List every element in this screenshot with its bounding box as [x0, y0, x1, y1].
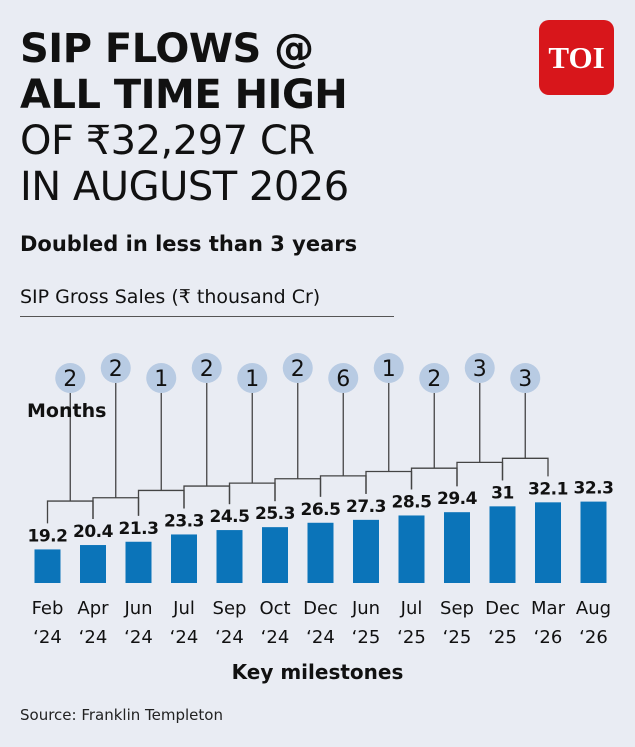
gap-bubble	[100, 353, 131, 383]
bar	[262, 527, 288, 583]
data-label: 32.1	[528, 479, 568, 499]
x-axis-label: Key milestones	[231, 660, 404, 684]
bar	[216, 530, 243, 583]
tick-label: Jul	[400, 598, 423, 619]
tick-label: Dec	[303, 598, 338, 619]
tick-label: Jun	[123, 598, 152, 619]
bar	[580, 501, 607, 583]
tick-label: Sep	[213, 598, 247, 619]
gap-bubble	[510, 363, 541, 393]
gap-bracket	[228, 482, 276, 505]
gap-bracket	[319, 475, 367, 497]
data-label: 19.2	[28, 526, 68, 546]
gap-bubble	[282, 353, 313, 383]
gap-bubble	[464, 353, 495, 383]
gap-bracket	[501, 457, 549, 481]
data-label: 25.3	[255, 504, 295, 524]
tick-label: ‘24	[33, 627, 62, 648]
tick-label: ‘24	[170, 627, 199, 648]
bar	[535, 502, 561, 583]
gap-bracket	[365, 470, 413, 494]
bar	[398, 515, 425, 583]
gap-months-label: 3	[518, 367, 532, 392]
gap-months-label: 2	[109, 357, 123, 382]
tick-label: ‘24	[124, 627, 153, 648]
gap-months-label: 3	[473, 357, 487, 382]
tick-label: Dec	[485, 598, 520, 619]
bar	[125, 541, 152, 583]
gap-months-label: 2	[291, 357, 305, 382]
gap-bracket	[92, 497, 140, 520]
tick-label: Aug	[576, 598, 611, 619]
gap-bubble	[237, 363, 268, 393]
gap-months-label: 1	[382, 357, 396, 382]
gap-months-label: 2	[200, 357, 214, 382]
headline-line-2: ALL TIME HIGH	[20, 72, 348, 118]
gap-bracket	[46, 500, 94, 524]
gap-bubble	[55, 363, 86, 393]
gap-months-label: 1	[245, 367, 259, 392]
tick-label: ‘25	[488, 627, 517, 648]
headline-line-4: IN AUGUST 2026	[20, 164, 349, 210]
gap-months-label: 6	[336, 367, 350, 392]
months-note: Months	[27, 400, 106, 422]
gap-months-label: 1	[154, 367, 168, 392]
gap-bracket	[183, 485, 231, 509]
tick-label: ‘26	[579, 627, 608, 648]
tick-label: ‘24	[261, 627, 290, 648]
bar	[444, 512, 470, 583]
headline-line-1: SIP FLOWS @	[20, 26, 314, 72]
bar	[353, 519, 379, 583]
gap-bubble	[373, 353, 404, 383]
tick-label: ‘25	[443, 627, 472, 648]
chart-title-rule	[20, 316, 394, 317]
tick-label: Mar	[531, 598, 566, 619]
gap-bubble	[419, 363, 450, 393]
tick-label: ‘25	[352, 627, 381, 648]
toi-logo: TOI	[539, 20, 614, 95]
gap-months-label: 2	[63, 367, 77, 392]
source-note: Source: Franklin Templeton	[20, 706, 223, 724]
data-label: 20.4	[73, 522, 114, 542]
bar	[171, 534, 197, 583]
headline: SIP FLOWS @ ALL TIME HIGH OF ₹32,297 CR …	[20, 26, 349, 210]
data-label: 27.3	[346, 497, 386, 517]
bar	[34, 549, 61, 583]
data-label: 23.3	[164, 511, 204, 531]
bar	[80, 545, 106, 583]
gap-bubble	[191, 353, 222, 383]
tick-label: ‘25	[397, 627, 426, 648]
data-label: 21.3	[119, 519, 159, 539]
tick-label: Jul	[172, 598, 195, 619]
bar	[307, 522, 334, 583]
tick-label: Jun	[351, 598, 380, 619]
data-label: 26.5	[301, 500, 341, 520]
tick-label: ‘24	[215, 627, 244, 648]
tick-label: Oct	[259, 598, 290, 619]
data-label: 24.5	[210, 507, 250, 527]
data-label: 29.4	[437, 489, 478, 509]
bar	[489, 506, 516, 583]
tick-label: Feb	[32, 598, 64, 619]
tick-label: Apr	[77, 598, 109, 619]
gap-bubble	[328, 363, 359, 393]
chart-title: SIP Gross Sales (₹ thousand Cr)	[20, 286, 321, 308]
data-label: 32.3	[574, 479, 614, 499]
gap-months-label: 2	[427, 367, 441, 392]
tick-label: ‘24	[306, 627, 335, 648]
subtitle: Doubled in less than 3 years	[20, 232, 358, 256]
gap-bracket	[274, 478, 322, 502]
gap-bracket	[410, 467, 458, 490]
data-label: 28.5	[392, 492, 432, 512]
data-label: 31	[491, 483, 514, 503]
gap-bubble	[146, 363, 177, 393]
tick-label: ‘26	[534, 627, 563, 648]
tick-label: ‘24	[79, 627, 108, 648]
tick-label: Sep	[440, 598, 474, 619]
headline-line-3: OF ₹32,297 CR	[20, 118, 315, 164]
